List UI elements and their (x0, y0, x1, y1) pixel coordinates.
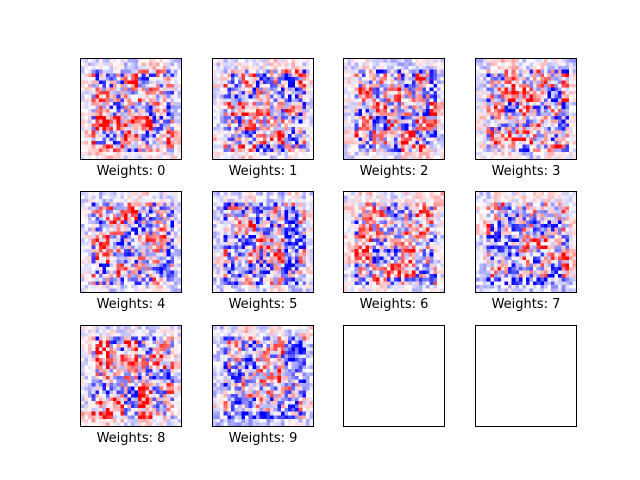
weights-heatmap-0 (80, 58, 182, 160)
weights-heatmap-9 (212, 325, 314, 427)
panel-label-5: Weights: 5 (228, 297, 298, 312)
panel-label-9: Weights: 9 (228, 431, 298, 446)
weights-heatmap-2 (343, 58, 445, 160)
heatmap-cells-7 (476, 192, 576, 292)
weights-heatmap-8 (80, 325, 182, 427)
heatmap-cells-3 (476, 59, 576, 159)
heatmap-cells-0 (81, 59, 181, 159)
weights-heatmap-5 (212, 191, 314, 293)
weights-heatmap-3 (475, 58, 577, 160)
heatmap-cells-9 (213, 326, 313, 426)
panel-label-7: Weights: 7 (491, 297, 561, 312)
heatmap-cells-4 (81, 192, 181, 292)
heatmap-cells-1 (213, 59, 313, 159)
panel-label-2: Weights: 2 (359, 164, 429, 179)
panel-label-0: Weights: 0 (96, 164, 166, 179)
empty-axes-10 (343, 325, 445, 427)
heatmap-cells-6 (344, 192, 444, 292)
panel-label-6: Weights: 6 (359, 297, 429, 312)
panel-label-8: Weights: 8 (96, 431, 166, 446)
weights-heatmap-7 (475, 191, 577, 293)
panel-label-4: Weights: 4 (96, 297, 166, 312)
weights-heatmap-1 (212, 58, 314, 160)
heatmap-cells-2 (344, 59, 444, 159)
panel-label-3: Weights: 3 (491, 164, 561, 179)
heatmap-cells-5 (213, 192, 313, 292)
heatmap-cells-8 (81, 326, 181, 426)
weights-heatmap-4 (80, 191, 182, 293)
weights-heatmap-6 (343, 191, 445, 293)
panel-label-1: Weights: 1 (228, 164, 298, 179)
empty-axes-11 (475, 325, 577, 427)
